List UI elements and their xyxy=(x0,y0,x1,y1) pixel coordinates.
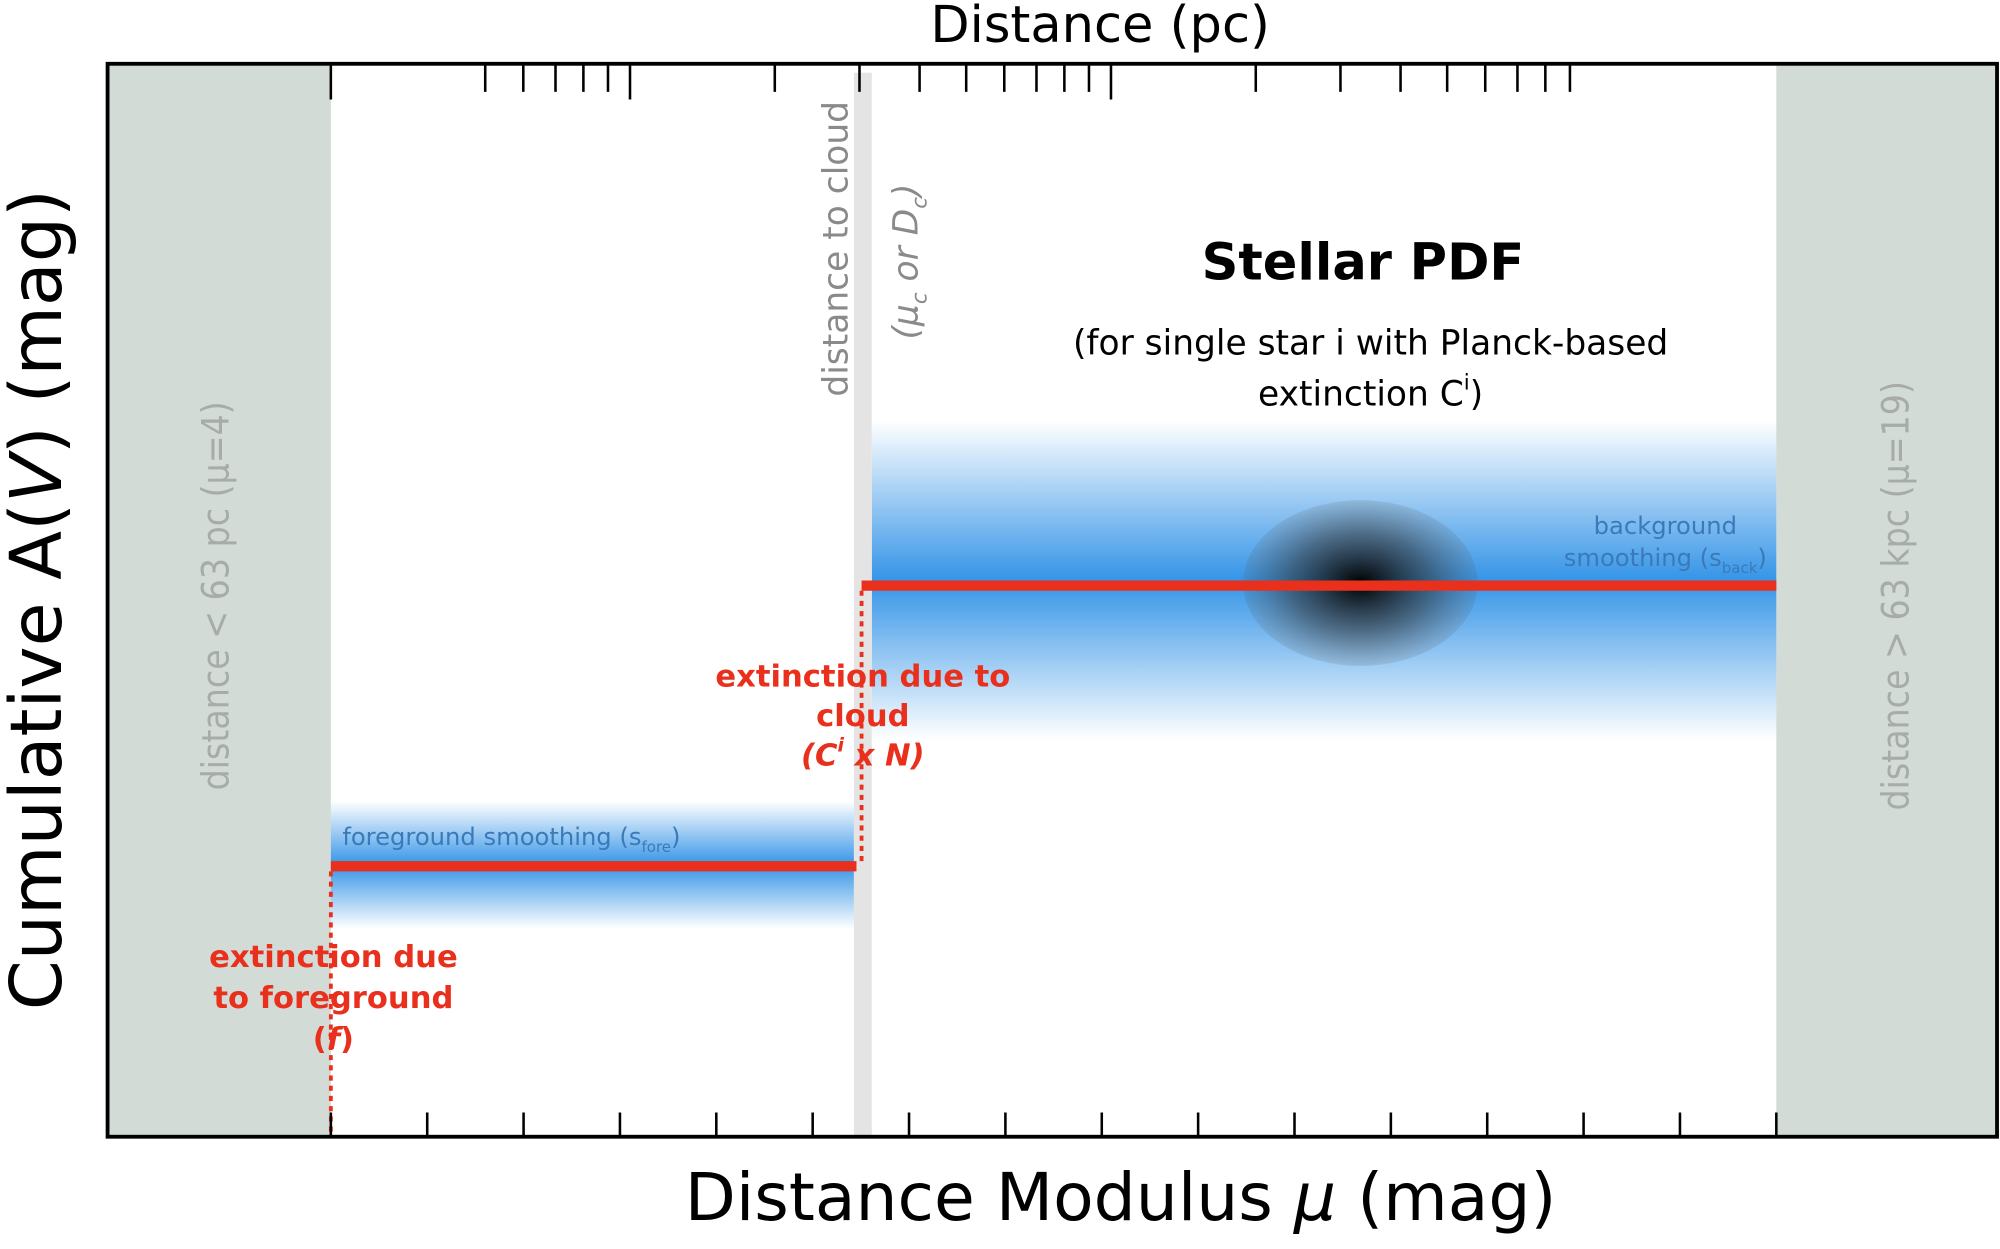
text-segment: Cumulative A( xyxy=(0,503,78,1010)
near-limit: distance < 63 pc (μ=4) xyxy=(194,401,237,790)
labels: Distance (pc) Distance Modulus μ (mag) Cum… xyxy=(0,0,1917,1236)
text-segment: ) xyxy=(340,1021,354,1056)
text-segment: c xyxy=(907,292,932,304)
cloud-extinction: (Ci x N) xyxy=(801,734,925,773)
stellar-pdf-note: (for single star i with Planck-based xyxy=(1073,323,1668,363)
text-segment: f xyxy=(327,1021,344,1056)
text-segment: cloud xyxy=(816,698,909,733)
text-segment: (for single star i with Planck-based xyxy=(1073,323,1668,363)
text-segment: x N) xyxy=(844,738,925,773)
cloud-distance-symbol: (μc or Dc) xyxy=(886,184,932,340)
text-segment: distance to cloud xyxy=(816,101,856,397)
text-segment: ) xyxy=(1757,543,1766,572)
text-segment: distance > 63 kpc (μ=19) xyxy=(1874,381,1917,811)
far-panel xyxy=(1776,63,1998,1137)
text-segment: (C xyxy=(801,738,838,773)
text-segment: distance < 63 pc (μ=4) xyxy=(194,401,237,790)
text-segment: V xyxy=(0,449,78,503)
text-segment: ) (mag) xyxy=(0,189,78,454)
cloud-extinction: cloud xyxy=(816,698,909,733)
background-smoothing: smoothing (sback) xyxy=(1564,543,1767,577)
text-segment: to foreground xyxy=(213,980,453,1015)
stellar-pdf-title: Stellar PDF xyxy=(1202,233,1525,292)
text-segment: smoothing (s xyxy=(1564,543,1722,572)
background-smoothing: background xyxy=(1594,511,1737,540)
text-segment: i xyxy=(1464,370,1470,395)
stellar-pdf-note: extinction Ci) xyxy=(1258,370,1483,414)
text-segment: i xyxy=(837,734,844,756)
text-segment: ( xyxy=(313,1021,327,1056)
text-segment: c xyxy=(907,197,932,209)
y-axis: Cumulative A(V) (mag) xyxy=(0,189,78,1010)
text-segment: foreground smoothing (s xyxy=(342,822,641,851)
top-axis: Distance (pc) xyxy=(930,0,1270,55)
plot-frame xyxy=(105,61,1999,1139)
text-segment: ) xyxy=(671,822,680,851)
text-segment: or D xyxy=(886,209,926,293)
text-segment: μ xyxy=(1293,1158,1336,1236)
text-segment: Distance Modulus xyxy=(685,1158,1294,1236)
far-limit: distance > 63 kpc (μ=19) xyxy=(1874,381,1917,811)
text-segment: back xyxy=(1722,558,1758,576)
text-segment: extinction due to xyxy=(715,659,1010,694)
foreground-extinction: extinction due xyxy=(209,940,458,975)
foreground-extinction: (f) xyxy=(313,1021,354,1056)
text-segment: fore xyxy=(641,838,671,856)
near-panel xyxy=(107,63,331,1137)
text-segment: (mag) xyxy=(1336,1158,1556,1236)
text-segment: ) xyxy=(1470,374,1483,414)
text-segment: Distance (pc) xyxy=(930,0,1270,55)
text-segment: extinction C xyxy=(1258,374,1464,414)
cloud-distance: distance to cloud xyxy=(816,101,856,397)
text-segment: extinction due xyxy=(209,940,458,975)
ticks xyxy=(329,63,1778,1137)
text-segment: background xyxy=(1594,511,1737,540)
cloud-extinction: extinction due to xyxy=(715,659,1010,694)
text-segment: Stellar PDF xyxy=(1202,233,1525,292)
bottom-axis: Distance Modulus μ (mag) xyxy=(685,1158,1557,1236)
text-segment: ) xyxy=(886,184,926,200)
foreground-smoothing: foreground smoothing (sfore) xyxy=(342,822,680,856)
foreground-extinction: to foreground xyxy=(213,980,453,1015)
text-segment: (μ xyxy=(886,304,926,339)
